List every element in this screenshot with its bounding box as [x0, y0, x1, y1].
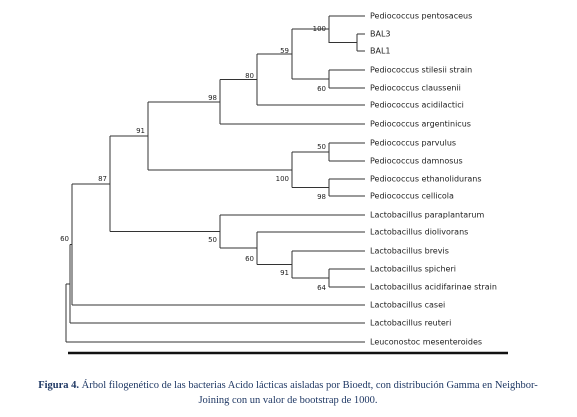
leaf-label: Lactobacillus acidifarinae strain: [370, 283, 497, 292]
bootstrap-value: 87: [98, 175, 107, 183]
leaf-label: Pediococcus acidilactici: [370, 101, 464, 110]
tree-branches: [65, 15, 365, 343]
leaf-label: Lactobacillus casei: [370, 301, 445, 310]
bootstrap-value: 98: [208, 94, 217, 102]
bootstrap-value: 100: [276, 175, 289, 183]
caption-line: Figura 4. Árbol filogenético de las bact…: [38, 379, 538, 391]
leaf-label: Pediococcus claussenii: [370, 84, 461, 93]
leaf-label: Lactobacillus paraplantarum: [370, 211, 484, 220]
bootstrap-value: 91: [280, 269, 289, 277]
caption-text: Árbol filogenético de las bacterias Acid…: [82, 379, 539, 391]
leaf-label: Lactobacillus brevis: [370, 247, 449, 256]
leaf-label: Pediococcus cellicola: [370, 192, 454, 201]
leaf-label: Pediococcus damnosus: [370, 157, 463, 166]
leaf-label: Pediococcus parvulus: [370, 139, 456, 148]
bootstrap-value: 64: [317, 284, 326, 292]
leaf-label: Leuconostoc mesenteroides: [370, 338, 482, 347]
leaf-label: Pediococcus stilesii strain: [370, 66, 472, 75]
bootstrap-value: 80: [245, 72, 254, 80]
bootstrap-value: 98: [317, 193, 326, 201]
leaf-label: Pediococcus pentosaceus: [370, 12, 472, 21]
bootstrap-value: 60: [245, 255, 254, 263]
leaf-label: BAL3: [370, 30, 391, 39]
bootstrap-value: 100: [313, 25, 326, 33]
leaf-label: BAL1: [370, 47, 391, 56]
leaf-label: Pediococcus argentinicus: [370, 120, 471, 129]
caption-line: Joining con un valor de bootstrap de 100…: [198, 395, 377, 406]
bootstrap-value: 60: [317, 85, 326, 93]
bootstrap-value: 91: [136, 127, 145, 135]
bootstrap-value: 59: [280, 47, 289, 55]
leaf-label: Lactobacillus diolivorans: [370, 228, 468, 237]
leaf-label: Lactobacillus reuteri: [370, 319, 451, 328]
leaf-label: Pediococcus ethanolidurans: [370, 175, 482, 184]
caption-label: Figura 4.: [38, 380, 79, 391]
leaf-label: Lactobacillus spicheri: [370, 265, 456, 274]
bootstrap-value: 60: [60, 235, 69, 243]
bootstrap-value: 50: [208, 236, 217, 244]
bootstrap-value: 50: [317, 143, 326, 151]
